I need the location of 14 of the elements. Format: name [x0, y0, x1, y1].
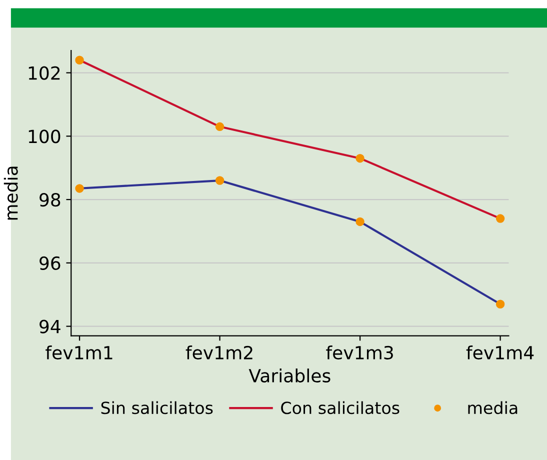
y-tick-label: 94	[40, 320, 60, 334]
x-tick-label: fev1m4	[466, 346, 534, 360]
y-tick-label: 102	[28, 66, 60, 80]
x-axis-title: Variables	[248, 368, 330, 383]
x-tick-label: fev1m1	[46, 346, 112, 360]
x-tick-label: fev1m3	[326, 346, 393, 360]
legend-label: Sin salicilatos	[101, 401, 213, 414]
y-tick-label: 96	[40, 256, 60, 270]
y-axis-title: media	[4, 166, 18, 220]
y-tick-label: 98	[40, 192, 60, 207]
legend-label: media	[468, 401, 518, 414]
x-tick-label: fev1m2	[186, 346, 252, 360]
y-tick-label: 100	[28, 130, 60, 144]
legend-label: Con salicilatos	[281, 401, 400, 414]
